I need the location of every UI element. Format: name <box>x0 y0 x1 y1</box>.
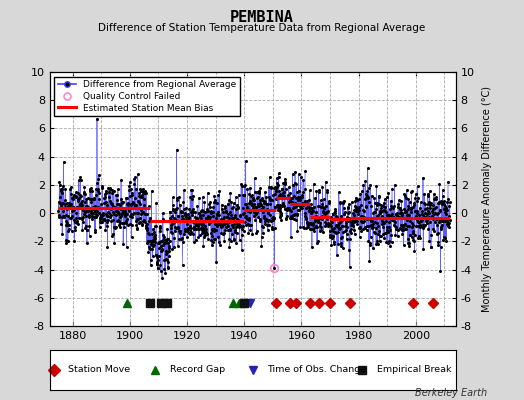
Text: Record Gap: Record Gap <box>170 366 225 374</box>
Text: Empirical Break: Empirical Break <box>377 366 451 374</box>
Y-axis label: Monthly Temperature Anomaly Difference (°C): Monthly Temperature Anomaly Difference (… <box>482 86 492 312</box>
Text: PEMBINA: PEMBINA <box>230 10 294 26</box>
Text: Berkeley Earth: Berkeley Earth <box>415 388 487 398</box>
Legend: Difference from Regional Average, Quality Control Failed, Estimated Station Mean: Difference from Regional Average, Qualit… <box>54 76 240 116</box>
Text: Difference of Station Temperature Data from Regional Average: Difference of Station Temperature Data f… <box>99 23 425 33</box>
Text: Time of Obs. Change: Time of Obs. Change <box>267 366 366 374</box>
Text: Station Move: Station Move <box>68 366 130 374</box>
